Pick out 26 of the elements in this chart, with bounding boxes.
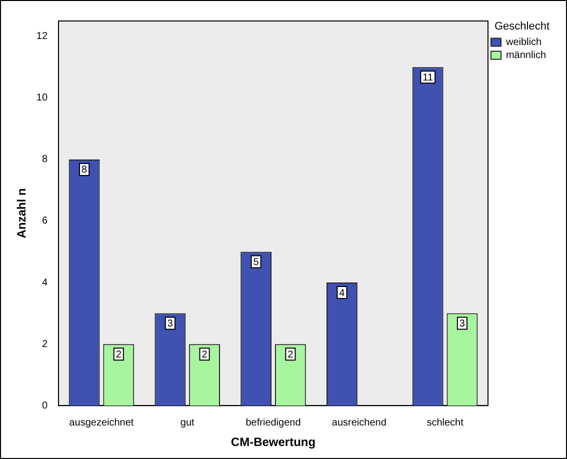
x-tick-label: ausreichend	[332, 417, 386, 428]
y-tick-label: 12	[36, 31, 48, 42]
y-tick-label: 0	[42, 400, 48, 412]
data-label: 5	[253, 257, 260, 268]
data-label: 3	[167, 318, 174, 330]
x-tick-label: gut	[180, 417, 195, 428]
y-axis-title: Anzahl n	[14, 188, 29, 238]
x-tick-label: ausgezeichnet	[69, 417, 134, 428]
legend-label: männlich	[506, 50, 546, 61]
data-label: 2	[288, 349, 294, 360]
y-tick-label: 2	[42, 338, 48, 350]
y-tick-label: 6	[42, 216, 48, 227]
data-label: 3	[459, 318, 466, 330]
data-label: 11	[422, 72, 434, 84]
data-label: 2	[202, 349, 208, 360]
legend-title: Geschlecht	[494, 20, 550, 33]
legend-label: weiblich	[504, 36, 542, 48]
x-tick-label: befriedigend	[246, 417, 301, 428]
data-label: 8	[82, 164, 88, 176]
x-axis-title: CM-Bewertung	[230, 435, 316, 450]
x-tick-label: schlecht	[426, 417, 464, 428]
y-tick-label: 8	[42, 154, 48, 166]
y-tick-label: 10	[36, 92, 48, 104]
data-label: 2	[116, 349, 122, 360]
y-tick-label: 4	[42, 277, 48, 288]
data-label: 4	[339, 288, 346, 299]
